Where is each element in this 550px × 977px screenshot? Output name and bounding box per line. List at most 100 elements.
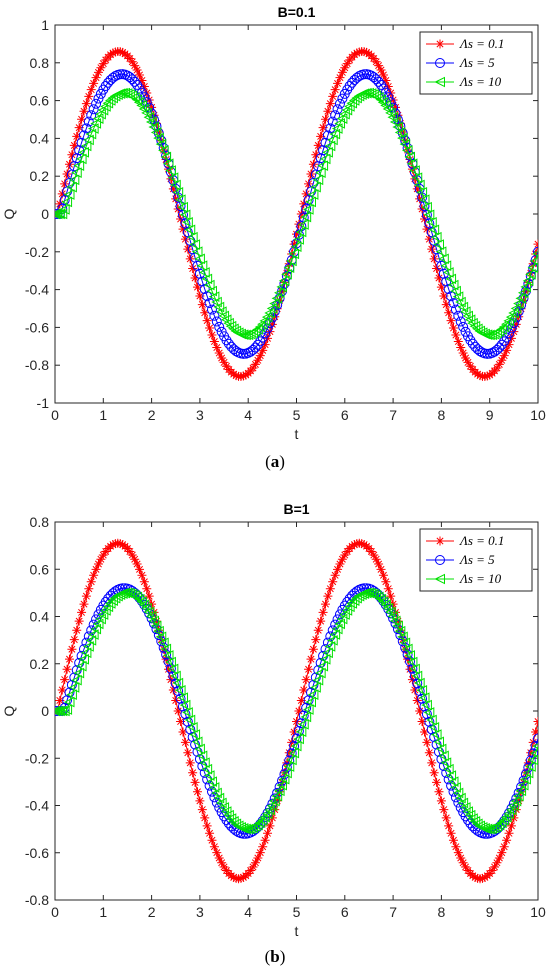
chart-b-series-line xyxy=(55,587,538,835)
chart-a-series-point xyxy=(320,137,331,148)
chart-a-series-point xyxy=(201,273,213,285)
chart-b-series-point xyxy=(417,717,427,727)
chart-b-xlabel: t xyxy=(295,923,299,939)
chart-a-series-point xyxy=(340,63,350,73)
chart-a-legend-marker xyxy=(435,58,445,68)
chart-b-series-point xyxy=(419,701,430,712)
chart-b-series-point xyxy=(175,693,186,704)
chart-a-series-point xyxy=(130,61,140,71)
chart-a-series-point xyxy=(199,267,210,278)
caption-b-close: ) xyxy=(279,947,286,966)
chart-a-series-point xyxy=(119,87,131,99)
chart-a-series-point xyxy=(174,194,186,206)
chart-b-series-point xyxy=(132,559,142,569)
chart-b-series-point xyxy=(470,872,480,882)
chart-b-series-point xyxy=(510,795,522,807)
chart-b-series-point xyxy=(127,550,137,560)
chart-a-series-point xyxy=(200,308,210,318)
chart-a-series-point xyxy=(313,140,323,150)
chart-b-series-point xyxy=(229,872,239,882)
chart-a-series-point xyxy=(56,208,68,220)
chart-b-series-point xyxy=(432,777,442,787)
chart-b-series-point xyxy=(281,767,292,779)
chart-a-ytick-label: -0.4 xyxy=(25,282,49,298)
chart-b-legend-label: Λs = 5 xyxy=(458,552,495,567)
chart-a-series-point xyxy=(446,316,456,326)
chart-b-series-point xyxy=(96,554,106,564)
chart-a-series-point xyxy=(318,123,328,133)
chart-a-series-point xyxy=(115,47,125,57)
chart-a-series-point xyxy=(173,204,183,214)
chart-a-series-point xyxy=(59,204,70,215)
chart-b-series-point xyxy=(170,670,181,682)
chart-a-series-point xyxy=(424,234,434,244)
chart-b-series-point xyxy=(56,705,68,717)
chart-b-series-point xyxy=(357,539,367,549)
chart-b-series-point xyxy=(284,755,295,766)
chart-b-series-point xyxy=(263,828,273,838)
chart-a-series-point xyxy=(463,357,473,367)
chart-b-series-point xyxy=(238,872,248,882)
chart-a-series-point xyxy=(85,128,97,140)
chart-b-series-point xyxy=(188,768,198,778)
chart-b-series-point xyxy=(313,625,323,635)
chart-a-series-point xyxy=(137,75,147,85)
chart-b-series-point xyxy=(185,758,195,768)
chart-b-series-point xyxy=(294,706,304,716)
chart-a-series-point xyxy=(211,316,222,327)
chart-a-series-point xyxy=(525,269,536,280)
chart-b-series-point xyxy=(97,609,109,620)
chart-b-series-point xyxy=(372,591,384,603)
chart-a-ylabel: Q xyxy=(1,208,17,219)
chart-a-series-point xyxy=(71,153,82,164)
chart-b-series-point xyxy=(88,629,99,640)
chart-b-series-point xyxy=(529,749,538,758)
chart-a-series-point xyxy=(219,357,229,367)
chart-a-series-point xyxy=(55,208,65,220)
chart-b-series-point xyxy=(293,725,304,736)
chart-a-series-point xyxy=(206,304,217,315)
chart-a-series-point xyxy=(252,339,263,350)
chart-a-svg: B=0.1 0 1 2 3 4 5 6 7 8 9 10 1 0.8 0.6 0.4 0.2 0 -0.2 -0.4 -… xyxy=(1,4,546,442)
caption-b: (b) xyxy=(0,947,550,967)
chart-a-series-point xyxy=(295,226,307,238)
chart-a-series-point xyxy=(81,123,92,134)
chart-a-series-point xyxy=(95,108,106,120)
chart-a-ytick-label: -1 xyxy=(37,395,50,411)
chart-b-series-point xyxy=(328,577,338,587)
chart-a-series-point xyxy=(359,47,369,57)
chart-b-series-point xyxy=(412,678,423,689)
chart-b-series-point xyxy=(84,584,94,594)
chart-a-ytick-label: 0.4 xyxy=(30,130,50,146)
chart-a-series-point xyxy=(358,88,370,99)
chart-b-series-point xyxy=(401,643,413,655)
chart-a-series-point xyxy=(266,303,278,314)
chart-b-series-point xyxy=(525,761,536,772)
chart-a-series-point xyxy=(456,343,466,353)
chart-b-series-2 xyxy=(55,587,538,835)
chart-b-legend-marker xyxy=(435,536,445,546)
chart-b-ytick-label: -0.2 xyxy=(25,750,49,766)
chart-b-series-point xyxy=(167,663,179,675)
chart-b-series-point xyxy=(439,805,449,815)
chart-a-xtick-label: 1 xyxy=(99,407,107,423)
chart-a-series-point xyxy=(294,219,304,229)
chart-b-series-point xyxy=(499,842,509,852)
chart-a-series-point xyxy=(114,88,126,99)
chart-a-series-point xyxy=(93,67,103,77)
chart-a-series-point xyxy=(217,353,227,363)
chart-b-series-point xyxy=(520,773,531,785)
chart-b-series-point xyxy=(298,710,309,721)
chart-a-series-point xyxy=(249,326,261,337)
chart-a-series-point xyxy=(371,57,381,67)
chart-a-series-point xyxy=(55,208,60,220)
chart-b-series-point xyxy=(62,695,73,706)
chart-b-svg: B=1 0 1 2 3 4 5 6 7 8 9 10 0.8 0.6 0.4 0.2 0 -0.2 -0.4 -0.6… xyxy=(1,501,546,939)
chart-b-legend-label: Λs = 0.1 xyxy=(458,533,504,548)
chart-a-series-point xyxy=(141,107,152,119)
chart-a-xtick-label: 6 xyxy=(341,407,349,423)
chart-b-series-point xyxy=(327,635,338,646)
chart-a-series-point xyxy=(179,209,191,221)
chart-b-series-point xyxy=(69,635,79,645)
chart-a-series-point xyxy=(269,298,280,309)
